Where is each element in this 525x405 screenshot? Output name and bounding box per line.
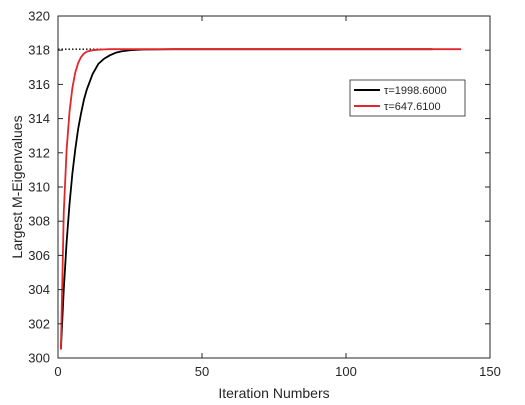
y-tick-label: 302	[28, 316, 50, 331]
x-tick-label: 50	[195, 364, 209, 379]
y-tick-label: 312	[28, 145, 50, 160]
y-axis-title: Largest M-Eigenvalues	[9, 115, 25, 258]
x-tick-label: 0	[54, 364, 61, 379]
x-tick-label: 150	[479, 364, 501, 379]
y-tick-label: 316	[28, 77, 50, 92]
x-axis-title: Iteration Numbers	[218, 385, 329, 401]
legend-label-series-1: τ=1998.6000	[384, 85, 447, 97]
series-line-2	[59, 48, 462, 350]
y-tick-label: 304	[28, 282, 50, 297]
y-tick-label: 318	[28, 43, 50, 58]
y-axis-ticks: 300 302 304 306 308 310 312 314 316 318 320	[28, 9, 490, 366]
y-tick-label: 308	[28, 214, 50, 229]
legend-label-series-2: τ=647.6100	[384, 101, 441, 113]
y-tick-label: 300	[28, 351, 50, 366]
y-tick-label: 314	[28, 111, 50, 126]
series-lines	[58, 48, 462, 350]
x-axis-ticks: 0 50 100 150	[54, 16, 501, 379]
y-tick-label: 310	[28, 180, 50, 195]
x-tick-label: 100	[335, 364, 357, 379]
plot-frame	[57, 15, 491, 359]
legend: τ=1998.6000 τ=647.6100	[349, 79, 466, 117]
y-tick-label: 320	[28, 9, 50, 24]
legend-box	[349, 79, 466, 117]
y-tick-label: 306	[28, 248, 50, 263]
